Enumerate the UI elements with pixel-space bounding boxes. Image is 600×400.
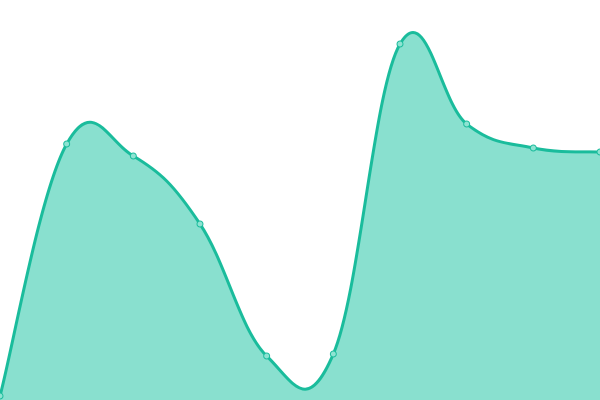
data-point bbox=[0, 392, 4, 400]
area-fill bbox=[0, 32, 600, 400]
data-point bbox=[263, 352, 271, 360]
data-point bbox=[596, 148, 600, 156]
data-point bbox=[329, 350, 337, 358]
data-points bbox=[0, 40, 600, 400]
data-point bbox=[129, 152, 137, 160]
data-point bbox=[396, 40, 404, 48]
data-point bbox=[63, 140, 71, 148]
data-point bbox=[196, 220, 204, 228]
data-point bbox=[463, 120, 471, 128]
data-point bbox=[529, 144, 537, 152]
